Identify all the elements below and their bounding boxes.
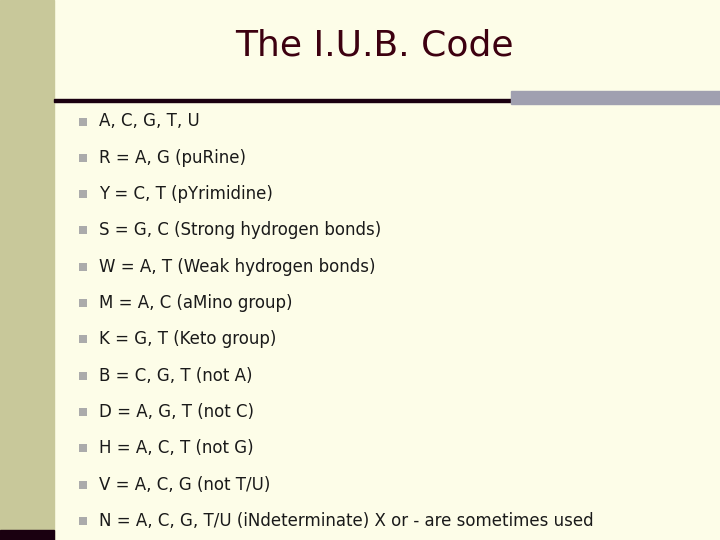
- Text: W = A, T (Weak hydrogen bonds): W = A, T (Weak hydrogen bonds): [99, 258, 376, 276]
- Text: Y = C, T (pYrimidine): Y = C, T (pYrimidine): [99, 185, 273, 203]
- Text: The I.U.B. Code: The I.U.B. Code: [235, 29, 513, 63]
- Text: S = G, C (Strong hydrogen bonds): S = G, C (Strong hydrogen bonds): [99, 221, 382, 239]
- Text: H = A, C, T (not G): H = A, C, T (not G): [99, 440, 254, 457]
- Text: R = A, G (puRine): R = A, G (puRine): [99, 149, 246, 167]
- Text: A, C, G, T, U: A, C, G, T, U: [99, 112, 200, 131]
- Text: K = G, T (Keto group): K = G, T (Keto group): [99, 330, 276, 348]
- Text: D = A, G, T (not C): D = A, G, T (not C): [99, 403, 254, 421]
- Text: M = A, C (aMino group): M = A, C (aMino group): [99, 294, 293, 312]
- Text: V = A, C, G (not T/U): V = A, C, G (not T/U): [99, 476, 271, 494]
- Text: B = C, G, T (not A): B = C, G, T (not A): [99, 367, 253, 385]
- Text: N = A, C, G, T/U (iNdeterminate) X or - are sometimes used: N = A, C, G, T/U (iNdeterminate) X or - …: [99, 512, 594, 530]
